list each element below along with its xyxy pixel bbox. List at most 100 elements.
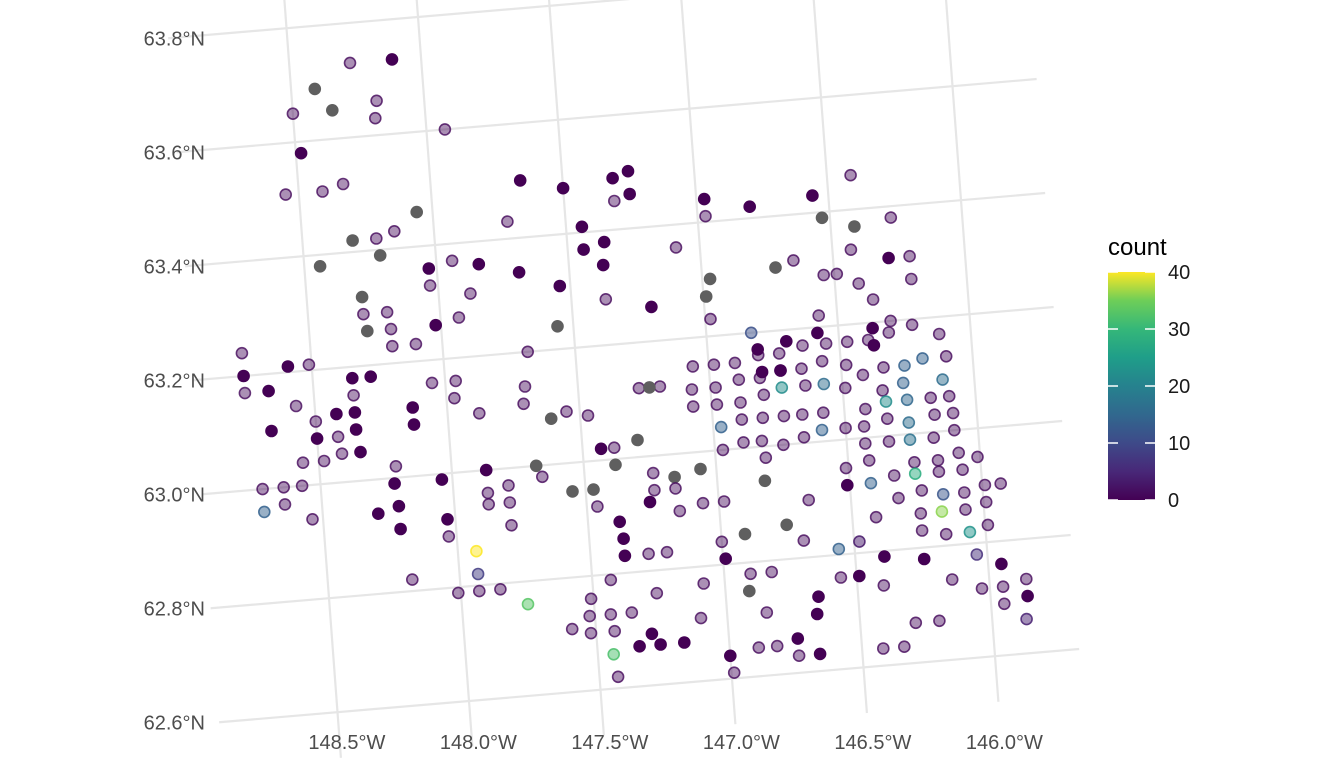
data-point [368, 111, 382, 125]
data-point [903, 433, 917, 447]
data-point [931, 453, 945, 467]
data-point [470, 544, 483, 558]
data-point [646, 466, 660, 480]
data-point [904, 272, 918, 286]
data-point [859, 402, 872, 416]
data-point [405, 573, 419, 586]
data-point [505, 518, 518, 532]
data-point [364, 370, 378, 384]
data-point [472, 406, 486, 420]
data-point [978, 478, 992, 492]
data-point [577, 243, 590, 256]
data-point [380, 305, 394, 319]
data-point [939, 349, 953, 363]
data-point [815, 423, 829, 437]
data-point [551, 319, 564, 333]
data-point [387, 225, 401, 238]
data-point [653, 380, 667, 393]
y-tick-label: 63.6°N [144, 142, 205, 164]
data-point [410, 205, 424, 219]
data-point [813, 647, 827, 661]
x-tick-label: 147.0°W [703, 732, 780, 754]
longitude-gridline [283, 0, 342, 758]
data-point [445, 254, 459, 268]
data-point [757, 388, 771, 402]
data-point [856, 368, 870, 382]
data-point [373, 249, 387, 262]
data-point [631, 433, 644, 447]
data-point [796, 339, 809, 352]
data-point [370, 94, 383, 108]
data-point [623, 187, 637, 201]
data-point [956, 463, 969, 477]
data-point [743, 200, 757, 213]
latitude-gridline [168, 0, 631, 40]
latitude-gridline [210, 533, 1071, 610]
longitude-gridline [812, 0, 868, 714]
data-point [409, 337, 423, 351]
data-point [734, 396, 747, 409]
data-point [643, 495, 657, 509]
data-point [512, 265, 526, 279]
data-point [732, 373, 746, 387]
data-point [975, 582, 989, 595]
data-point [877, 361, 890, 374]
data-point [908, 467, 922, 481]
data-point [654, 638, 667, 651]
data-point [521, 597, 535, 611]
data-point [779, 334, 793, 348]
data-point [609, 458, 622, 472]
data-point [302, 358, 316, 372]
y-tick-label: 63.8°N [144, 28, 205, 50]
data-point [237, 369, 250, 383]
data-point [257, 505, 271, 519]
data-point [385, 53, 399, 66]
data-point [238, 386, 252, 400]
data-point [348, 406, 362, 419]
data-point [882, 251, 895, 265]
data-point [799, 379, 812, 392]
data-point [503, 496, 517, 509]
data-point [892, 491, 905, 505]
data-point [645, 300, 658, 314]
data-point [915, 524, 929, 537]
data-point [897, 640, 911, 654]
data-point [625, 606, 639, 619]
data-point [289, 399, 303, 413]
data-point [932, 327, 946, 341]
data-point [360, 324, 374, 338]
legend-tick-label: 0 [1168, 490, 1179, 512]
data-point [544, 412, 558, 426]
data-point [482, 497, 496, 511]
data-point [947, 423, 961, 437]
data-point [760, 606, 774, 619]
data-point [751, 343, 765, 356]
data-point [369, 232, 383, 245]
data-point [840, 335, 854, 349]
data-point [838, 381, 852, 395]
data-point [752, 641, 766, 654]
data-point [755, 365, 769, 379]
data-point [583, 609, 597, 623]
data-point [471, 567, 485, 581]
data-point [714, 420, 728, 434]
data-point [787, 254, 800, 267]
data-point [694, 611, 708, 625]
data-point [613, 515, 627, 529]
data-point [979, 495, 993, 509]
graticule-grid [168, 0, 1080, 758]
data-point [597, 235, 611, 249]
data-point [840, 478, 854, 492]
data-point [795, 408, 809, 421]
data-point [389, 459, 403, 473]
data-point [932, 465, 946, 479]
data-point [971, 450, 984, 464]
data-point [815, 354, 829, 368]
data-point [535, 470, 549, 484]
data-point [738, 527, 752, 541]
data-point [697, 577, 711, 590]
data-point [848, 220, 861, 233]
data-point [844, 243, 858, 256]
data-point [442, 530, 456, 543]
